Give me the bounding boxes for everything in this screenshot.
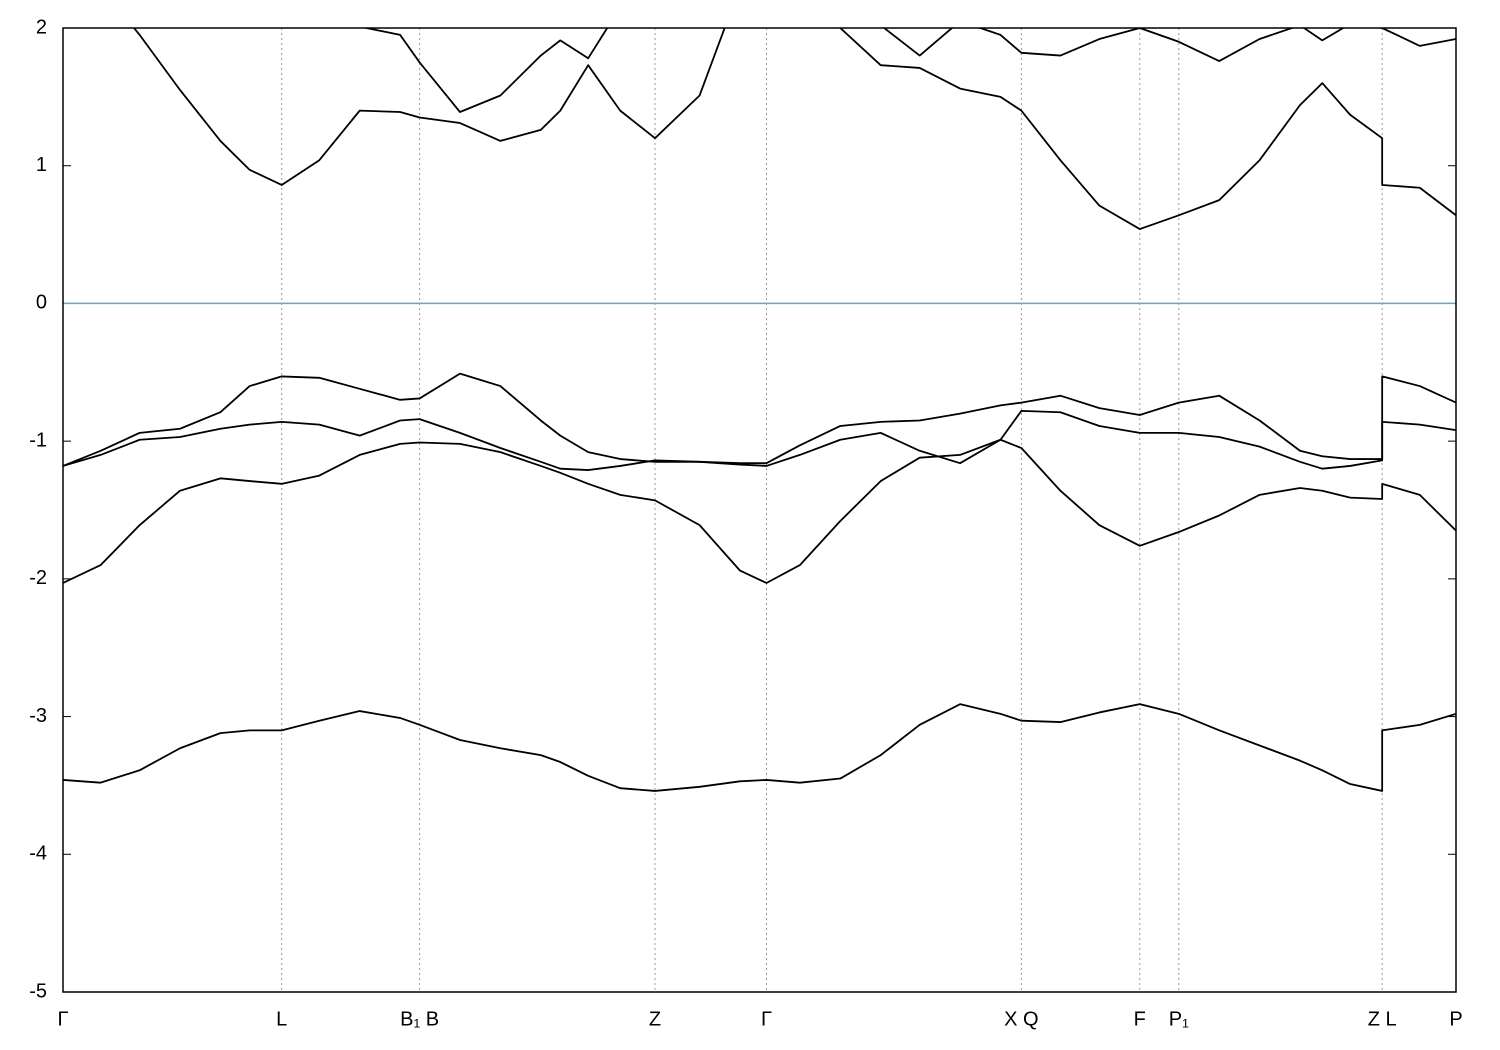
band-line	[63, 703, 1456, 792]
band-line	[63, 409, 1456, 471]
y-tick-label: -3	[29, 705, 47, 727]
y-tick-label: 0	[36, 292, 47, 314]
x-tick-label: Γ	[761, 1008, 772, 1030]
x-tick-label: L	[276, 1008, 287, 1030]
plot-frame	[62, 27, 1457, 993]
band-line	[132, 28, 1456, 230]
y-tick-label: -5	[29, 980, 47, 1002]
y-tick-label: 2	[36, 16, 47, 38]
y-tick-label: -4	[29, 843, 47, 865]
x-tick-label: X Q	[1004, 1008, 1038, 1030]
x-tick-label: Z L	[1368, 1008, 1397, 1030]
x-tick-label: P₁	[1169, 1008, 1189, 1030]
x-tick-label: B₁ B	[400, 1008, 439, 1030]
band-line	[63, 372, 1456, 467]
x-tick-label: F	[1134, 1008, 1146, 1030]
x-tick-label: Z	[649, 1008, 661, 1030]
band-line	[63, 438, 1456, 584]
x-tick-label: Γ	[57, 1008, 68, 1030]
y-tick-label: 1	[36, 154, 47, 176]
x-tick-label: P	[1449, 1008, 1462, 1030]
band-line	[361, 28, 1456, 113]
plot-lines	[63, 28, 1456, 792]
y-tick-label: -1	[29, 429, 47, 451]
y-tick-label: -2	[29, 567, 47, 589]
